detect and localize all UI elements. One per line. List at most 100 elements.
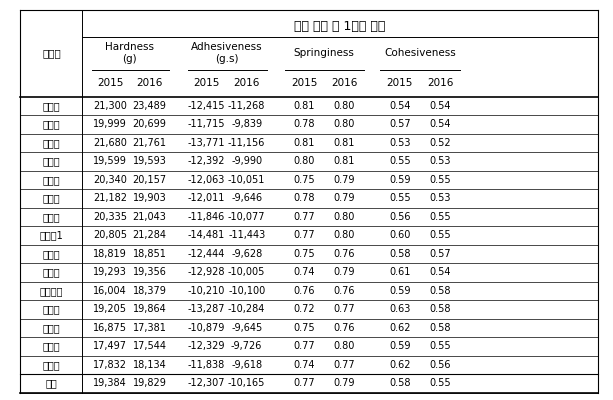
Text: 16,875: 16,875	[93, 323, 127, 333]
Text: 2015: 2015	[387, 78, 413, 88]
Text: 동진찰: 동진찰	[43, 342, 60, 352]
Text: -10,284: -10,284	[228, 304, 265, 314]
Text: 0.76: 0.76	[333, 323, 355, 333]
Text: 0.56: 0.56	[389, 212, 411, 222]
Text: 아량향찰: 아량향찰	[40, 286, 63, 296]
Text: 21,300: 21,300	[93, 101, 127, 111]
Text: -10,005: -10,005	[228, 268, 265, 278]
Text: -11,268: -11,268	[228, 101, 265, 111]
Text: -12,928: -12,928	[188, 268, 225, 278]
Text: -9,726: -9,726	[231, 342, 262, 352]
Text: -12,392: -12,392	[188, 156, 225, 166]
Text: 0.79: 0.79	[333, 268, 355, 278]
Text: 청백찰: 청백찰	[43, 120, 60, 130]
Text: -11,715: -11,715	[188, 120, 225, 130]
Text: 0.80: 0.80	[333, 120, 355, 130]
Text: 17,381: 17,381	[133, 323, 167, 333]
Text: 17,544: 17,544	[132, 342, 167, 352]
Text: 0.76: 0.76	[333, 249, 355, 259]
Text: 진부찰: 진부찰	[43, 138, 60, 148]
Text: 20,805: 20,805	[93, 230, 127, 240]
Text: -9,645: -9,645	[231, 323, 262, 333]
Text: 0.55: 0.55	[429, 212, 451, 222]
Text: 0.59: 0.59	[389, 342, 411, 352]
Text: 보석찰: 보석찰	[43, 249, 60, 259]
Text: 20,157: 20,157	[132, 175, 167, 185]
Text: 0.59: 0.59	[389, 175, 411, 185]
Text: -9,628: -9,628	[231, 249, 262, 259]
Text: 0.81: 0.81	[333, 138, 355, 148]
Text: 21,761: 21,761	[132, 138, 167, 148]
Text: 0.56: 0.56	[429, 360, 451, 370]
Text: 0.57: 0.57	[429, 249, 451, 259]
Text: 0.53: 0.53	[429, 156, 451, 166]
Text: 19,293: 19,293	[93, 268, 127, 278]
Text: 21,680: 21,680	[93, 138, 127, 148]
Text: 품종명: 품종명	[42, 48, 61, 58]
Text: Hardness
(g): Hardness (g)	[105, 42, 154, 64]
Text: 0.54: 0.54	[429, 101, 451, 111]
Text: 0.80: 0.80	[333, 101, 355, 111]
Text: 23,489: 23,489	[133, 101, 167, 111]
Text: 0.78: 0.78	[293, 194, 315, 204]
Text: 평균: 평균	[45, 378, 57, 388]
Text: 찰떡 제조 후 1시간 경과: 찰떡 제조 후 1시간 경과	[294, 20, 386, 33]
Text: Adhesiveness
(g.s): Adhesiveness (g.s)	[191, 42, 262, 64]
Text: 진설찰: 진설찰	[43, 101, 60, 111]
Text: -11,443: -11,443	[228, 230, 265, 240]
Text: 0.79: 0.79	[333, 378, 355, 388]
Text: 신선찰: 신선찰	[43, 268, 60, 278]
Text: -9,990: -9,990	[231, 156, 262, 166]
Text: 0.80: 0.80	[333, 342, 355, 352]
Text: 0.78: 0.78	[293, 120, 315, 130]
Text: 0.58: 0.58	[389, 249, 411, 259]
Text: -12,307: -12,307	[188, 378, 225, 388]
Text: 2015: 2015	[291, 78, 318, 88]
Text: 19,593: 19,593	[133, 156, 167, 166]
Text: 0.55: 0.55	[429, 342, 451, 352]
Text: 0.75: 0.75	[293, 323, 315, 333]
Text: 2016: 2016	[234, 78, 260, 88]
Text: 0.75: 0.75	[293, 249, 315, 259]
Text: 백설찰: 백설찰	[43, 323, 60, 333]
Text: 해평찰: 해평찰	[43, 212, 60, 222]
Text: 19,356: 19,356	[133, 268, 167, 278]
Text: 눈보라: 눈보라	[43, 304, 60, 314]
Text: -10,165: -10,165	[228, 378, 265, 388]
Text: 0.76: 0.76	[333, 286, 355, 296]
Text: 0.54: 0.54	[429, 268, 451, 278]
Text: 18,379: 18,379	[133, 286, 167, 296]
Text: 0.81: 0.81	[294, 101, 314, 111]
Text: 0.75: 0.75	[293, 175, 315, 185]
Text: 0.80: 0.80	[294, 156, 314, 166]
Text: 0.62: 0.62	[389, 360, 411, 370]
Text: 0.79: 0.79	[333, 194, 355, 204]
Text: 0.55: 0.55	[389, 194, 411, 204]
Text: 2015: 2015	[193, 78, 219, 88]
Text: -12,011: -12,011	[188, 194, 225, 204]
Text: -12,063: -12,063	[188, 175, 225, 185]
Text: 19,999: 19,999	[93, 120, 127, 130]
Text: 상주찰: 상주찰	[43, 156, 60, 166]
Text: 설향찰: 설향찰	[43, 175, 60, 185]
Text: 0.54: 0.54	[429, 120, 451, 130]
Text: -12,329: -12,329	[188, 342, 225, 352]
Text: 20,340: 20,340	[93, 175, 127, 185]
Text: 백옥찰: 백옥찰	[43, 360, 60, 370]
Text: -13,287: -13,287	[188, 304, 225, 314]
Text: 20,335: 20,335	[93, 212, 127, 222]
Text: -13,771: -13,771	[188, 138, 225, 148]
Text: -10,210: -10,210	[188, 286, 225, 296]
Text: 18,134: 18,134	[133, 360, 167, 370]
Text: 0.58: 0.58	[389, 378, 411, 388]
Text: 17,497: 17,497	[93, 342, 127, 352]
Text: 0.53: 0.53	[389, 138, 411, 148]
Text: 16,004: 16,004	[93, 286, 127, 296]
Text: 0.74: 0.74	[293, 360, 315, 370]
Text: 0.58: 0.58	[429, 286, 451, 296]
Text: -11,838: -11,838	[188, 360, 225, 370]
Text: 21,284: 21,284	[132, 230, 167, 240]
Text: 0.72: 0.72	[293, 304, 315, 314]
Text: 0.63: 0.63	[389, 304, 411, 314]
Text: 21,043: 21,043	[133, 212, 167, 222]
